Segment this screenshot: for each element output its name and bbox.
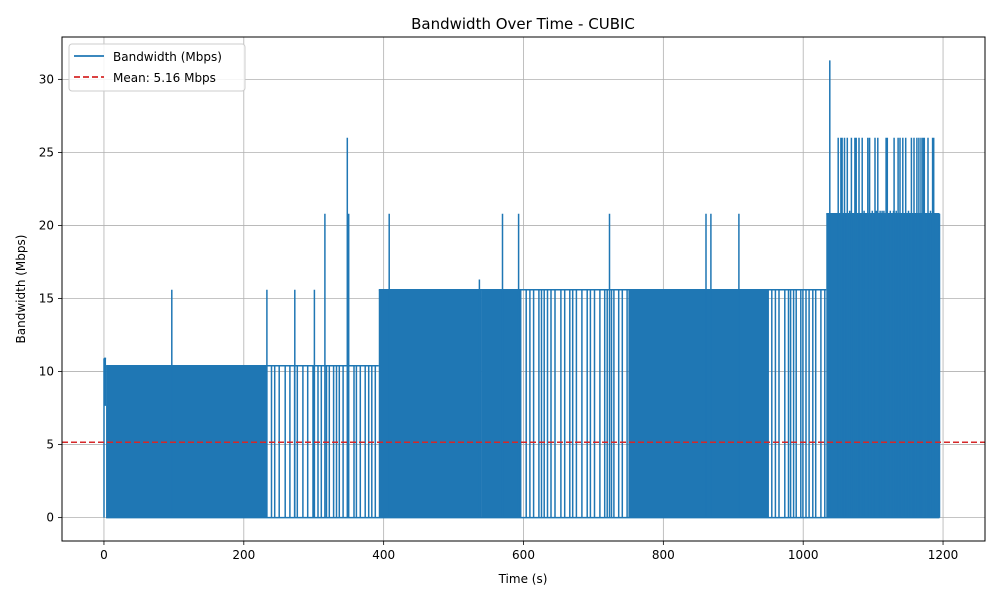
- y-axis-label: Bandwidth (Mbps): [14, 235, 28, 344]
- x-tick-label: 1200: [928, 548, 959, 562]
- bandwidth-band: [106, 365, 267, 518]
- y-tick-label: 5: [46, 438, 54, 452]
- x-tick-label: 600: [512, 548, 535, 562]
- legend-mean-label: Mean: 5.16 Mbps: [113, 71, 216, 85]
- legend-box: [68, 43, 246, 92]
- bandwidth-band: [378, 289, 482, 518]
- plot-area: [62, 60, 985, 519]
- x-axis-label: Time (s): [498, 572, 548, 586]
- legend-bandwidth-label: Bandwidth (Mbps): [113, 50, 222, 64]
- y-tick-label: 20: [39, 218, 54, 232]
- bandwidth-band: [103, 358, 107, 406]
- y-tick-label: 10: [39, 365, 54, 379]
- y-tick-label: 0: [46, 511, 54, 525]
- y-tick-label: 30: [39, 72, 54, 86]
- x-tick-label: 400: [372, 548, 395, 562]
- x-tick-label: 200: [232, 548, 255, 562]
- y-tick-label: 25: [39, 145, 54, 159]
- y-tick-label: 15: [39, 291, 54, 305]
- x-tick-label: 800: [652, 548, 675, 562]
- x-tick-label: 1000: [788, 548, 819, 562]
- axis-ticks: 0 200 400 600 800 1000 1200 0 5 10 15 20 25 30: [39, 72, 959, 562]
- legend: Bandwidth (Mbps) Mean: 5.16 Mbps: [68, 43, 246, 92]
- bandwidth-band: [628, 289, 769, 518]
- chart-title: Bandwidth Over Time - CUBIC: [411, 15, 635, 33]
- x-tick-label: 0: [100, 548, 108, 562]
- bandwidth-band: [481, 289, 521, 518]
